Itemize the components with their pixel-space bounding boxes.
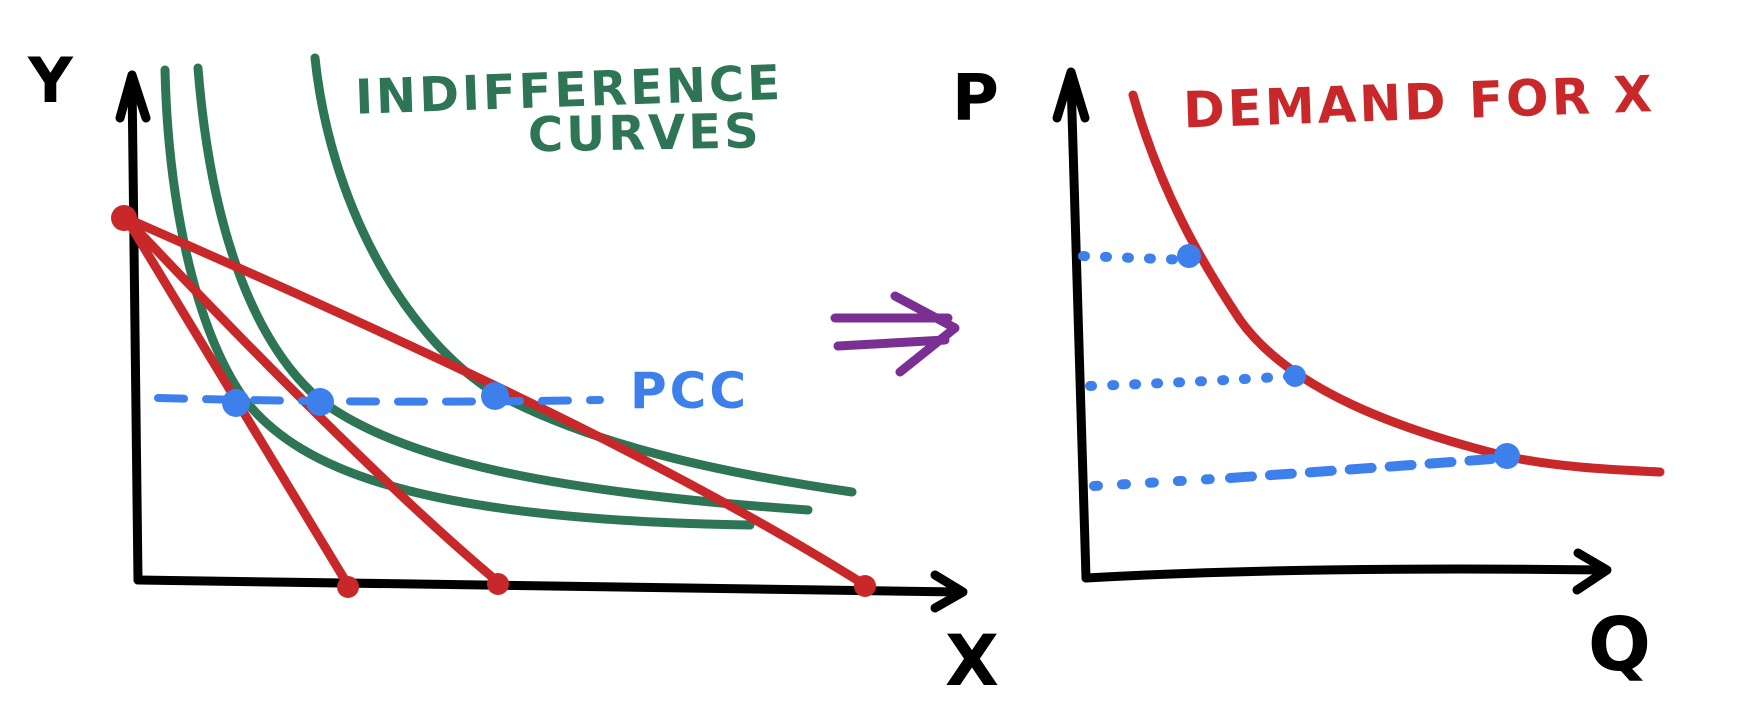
left-x-axis	[133, 575, 965, 597]
budget-intercept-y	[111, 205, 137, 231]
price-line-mid	[1085, 371, 1300, 391]
tangency-point-1	[222, 389, 250, 417]
right-y-axis-arrowhead	[1052, 67, 1090, 123]
indifference-curve-1	[160, 65, 755, 530]
right-panel: P Q DEMAND FOR X	[952, 62, 1665, 688]
indifference-curves-label-line2: CURVES	[528, 103, 763, 163]
left-x-axis-label: X	[945, 620, 999, 702]
left-x-axis-arrowhead	[930, 570, 968, 613]
right-y-axis	[1066, 75, 1091, 583]
pcc-dashed-line	[154, 394, 604, 406]
right-x-axis-arrowhead	[1572, 548, 1612, 595]
left-panel: Y X INDIFFERENCE CURVES PCC	[27, 44, 999, 702]
right-y-axis-label: P	[952, 62, 999, 136]
price-line-low	[1089, 473, 1235, 491]
budget-line-3	[121, 213, 870, 590]
demand-point-1	[1177, 244, 1201, 268]
demand-point-2	[1284, 365, 1306, 387]
budget-intercept-x-3	[854, 575, 876, 597]
tangency-point-3	[481, 382, 509, 410]
tangency-point-2	[306, 388, 334, 416]
demand-curve	[1128, 90, 1665, 477]
left-y-axis	[127, 75, 143, 585]
left-y-axis-arrowhead	[115, 70, 151, 123]
right-x-axis-label: Q	[1588, 602, 1651, 688]
price-line-low-dashed	[1225, 453, 1510, 483]
left-y-axis-label: Y	[27, 44, 74, 117]
budget-intercept-x-2	[487, 573, 509, 595]
budget-intercept-x-1	[337, 576, 359, 598]
pcc-label: PCC	[630, 362, 749, 420]
price-line-high	[1078, 251, 1194, 265]
demand-point-3	[1494, 443, 1520, 469]
budget-line-2	[121, 213, 503, 587]
double-right-arrow-icon	[830, 291, 960, 377]
demand-label: DEMAND FOR X	[1182, 65, 1656, 139]
right-x-axis	[1081, 564, 1610, 583]
